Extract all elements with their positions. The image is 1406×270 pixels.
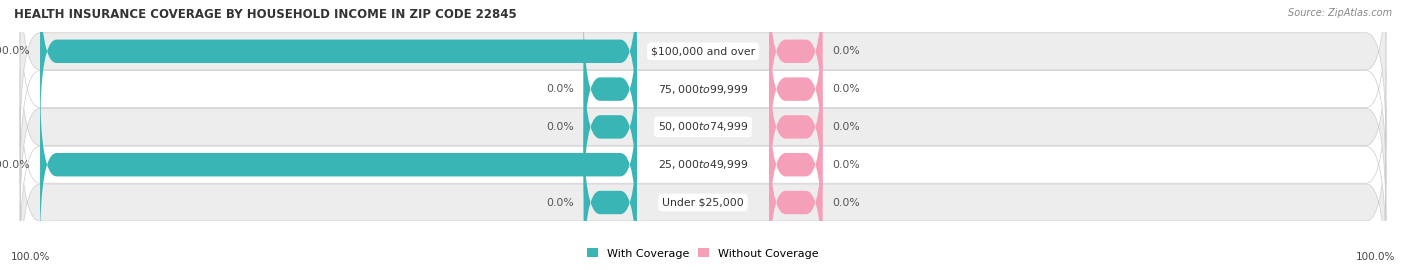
Text: Under $25,000: Under $25,000 bbox=[662, 197, 744, 208]
FancyBboxPatch shape bbox=[39, 0, 637, 134]
Text: 100.0%: 100.0% bbox=[0, 160, 30, 170]
FancyBboxPatch shape bbox=[769, 44, 823, 210]
Text: $25,000 to $49,999: $25,000 to $49,999 bbox=[658, 158, 748, 171]
Text: $50,000 to $74,999: $50,000 to $74,999 bbox=[658, 120, 748, 133]
Text: 0.0%: 0.0% bbox=[832, 197, 860, 208]
FancyBboxPatch shape bbox=[769, 82, 823, 248]
Text: HEALTH INSURANCE COVERAGE BY HOUSEHOLD INCOME IN ZIP CODE 22845: HEALTH INSURANCE COVERAGE BY HOUSEHOLD I… bbox=[14, 8, 517, 21]
Text: Source: ZipAtlas.com: Source: ZipAtlas.com bbox=[1288, 8, 1392, 18]
Legend: With Coverage, Without Coverage: With Coverage, Without Coverage bbox=[582, 244, 824, 263]
Text: 0.0%: 0.0% bbox=[546, 197, 574, 208]
Text: 0.0%: 0.0% bbox=[832, 122, 860, 132]
FancyBboxPatch shape bbox=[769, 0, 823, 134]
FancyBboxPatch shape bbox=[20, 0, 1386, 146]
Text: $100,000 and over: $100,000 and over bbox=[651, 46, 755, 56]
FancyBboxPatch shape bbox=[20, 32, 1386, 222]
FancyBboxPatch shape bbox=[20, 108, 1386, 270]
FancyBboxPatch shape bbox=[20, 0, 1386, 184]
Text: 100.0%: 100.0% bbox=[1355, 252, 1395, 262]
Text: 100.0%: 100.0% bbox=[11, 252, 51, 262]
FancyBboxPatch shape bbox=[583, 6, 637, 172]
Text: 0.0%: 0.0% bbox=[832, 84, 860, 94]
FancyBboxPatch shape bbox=[583, 120, 637, 270]
FancyBboxPatch shape bbox=[39, 82, 637, 248]
Text: 0.0%: 0.0% bbox=[832, 46, 860, 56]
Text: $75,000 to $99,999: $75,000 to $99,999 bbox=[658, 83, 748, 96]
Text: 100.0%: 100.0% bbox=[0, 46, 30, 56]
FancyBboxPatch shape bbox=[769, 120, 823, 270]
FancyBboxPatch shape bbox=[583, 44, 637, 210]
FancyBboxPatch shape bbox=[769, 6, 823, 172]
Text: 0.0%: 0.0% bbox=[832, 160, 860, 170]
FancyBboxPatch shape bbox=[20, 70, 1386, 259]
Text: 0.0%: 0.0% bbox=[546, 122, 574, 132]
Text: 0.0%: 0.0% bbox=[546, 84, 574, 94]
